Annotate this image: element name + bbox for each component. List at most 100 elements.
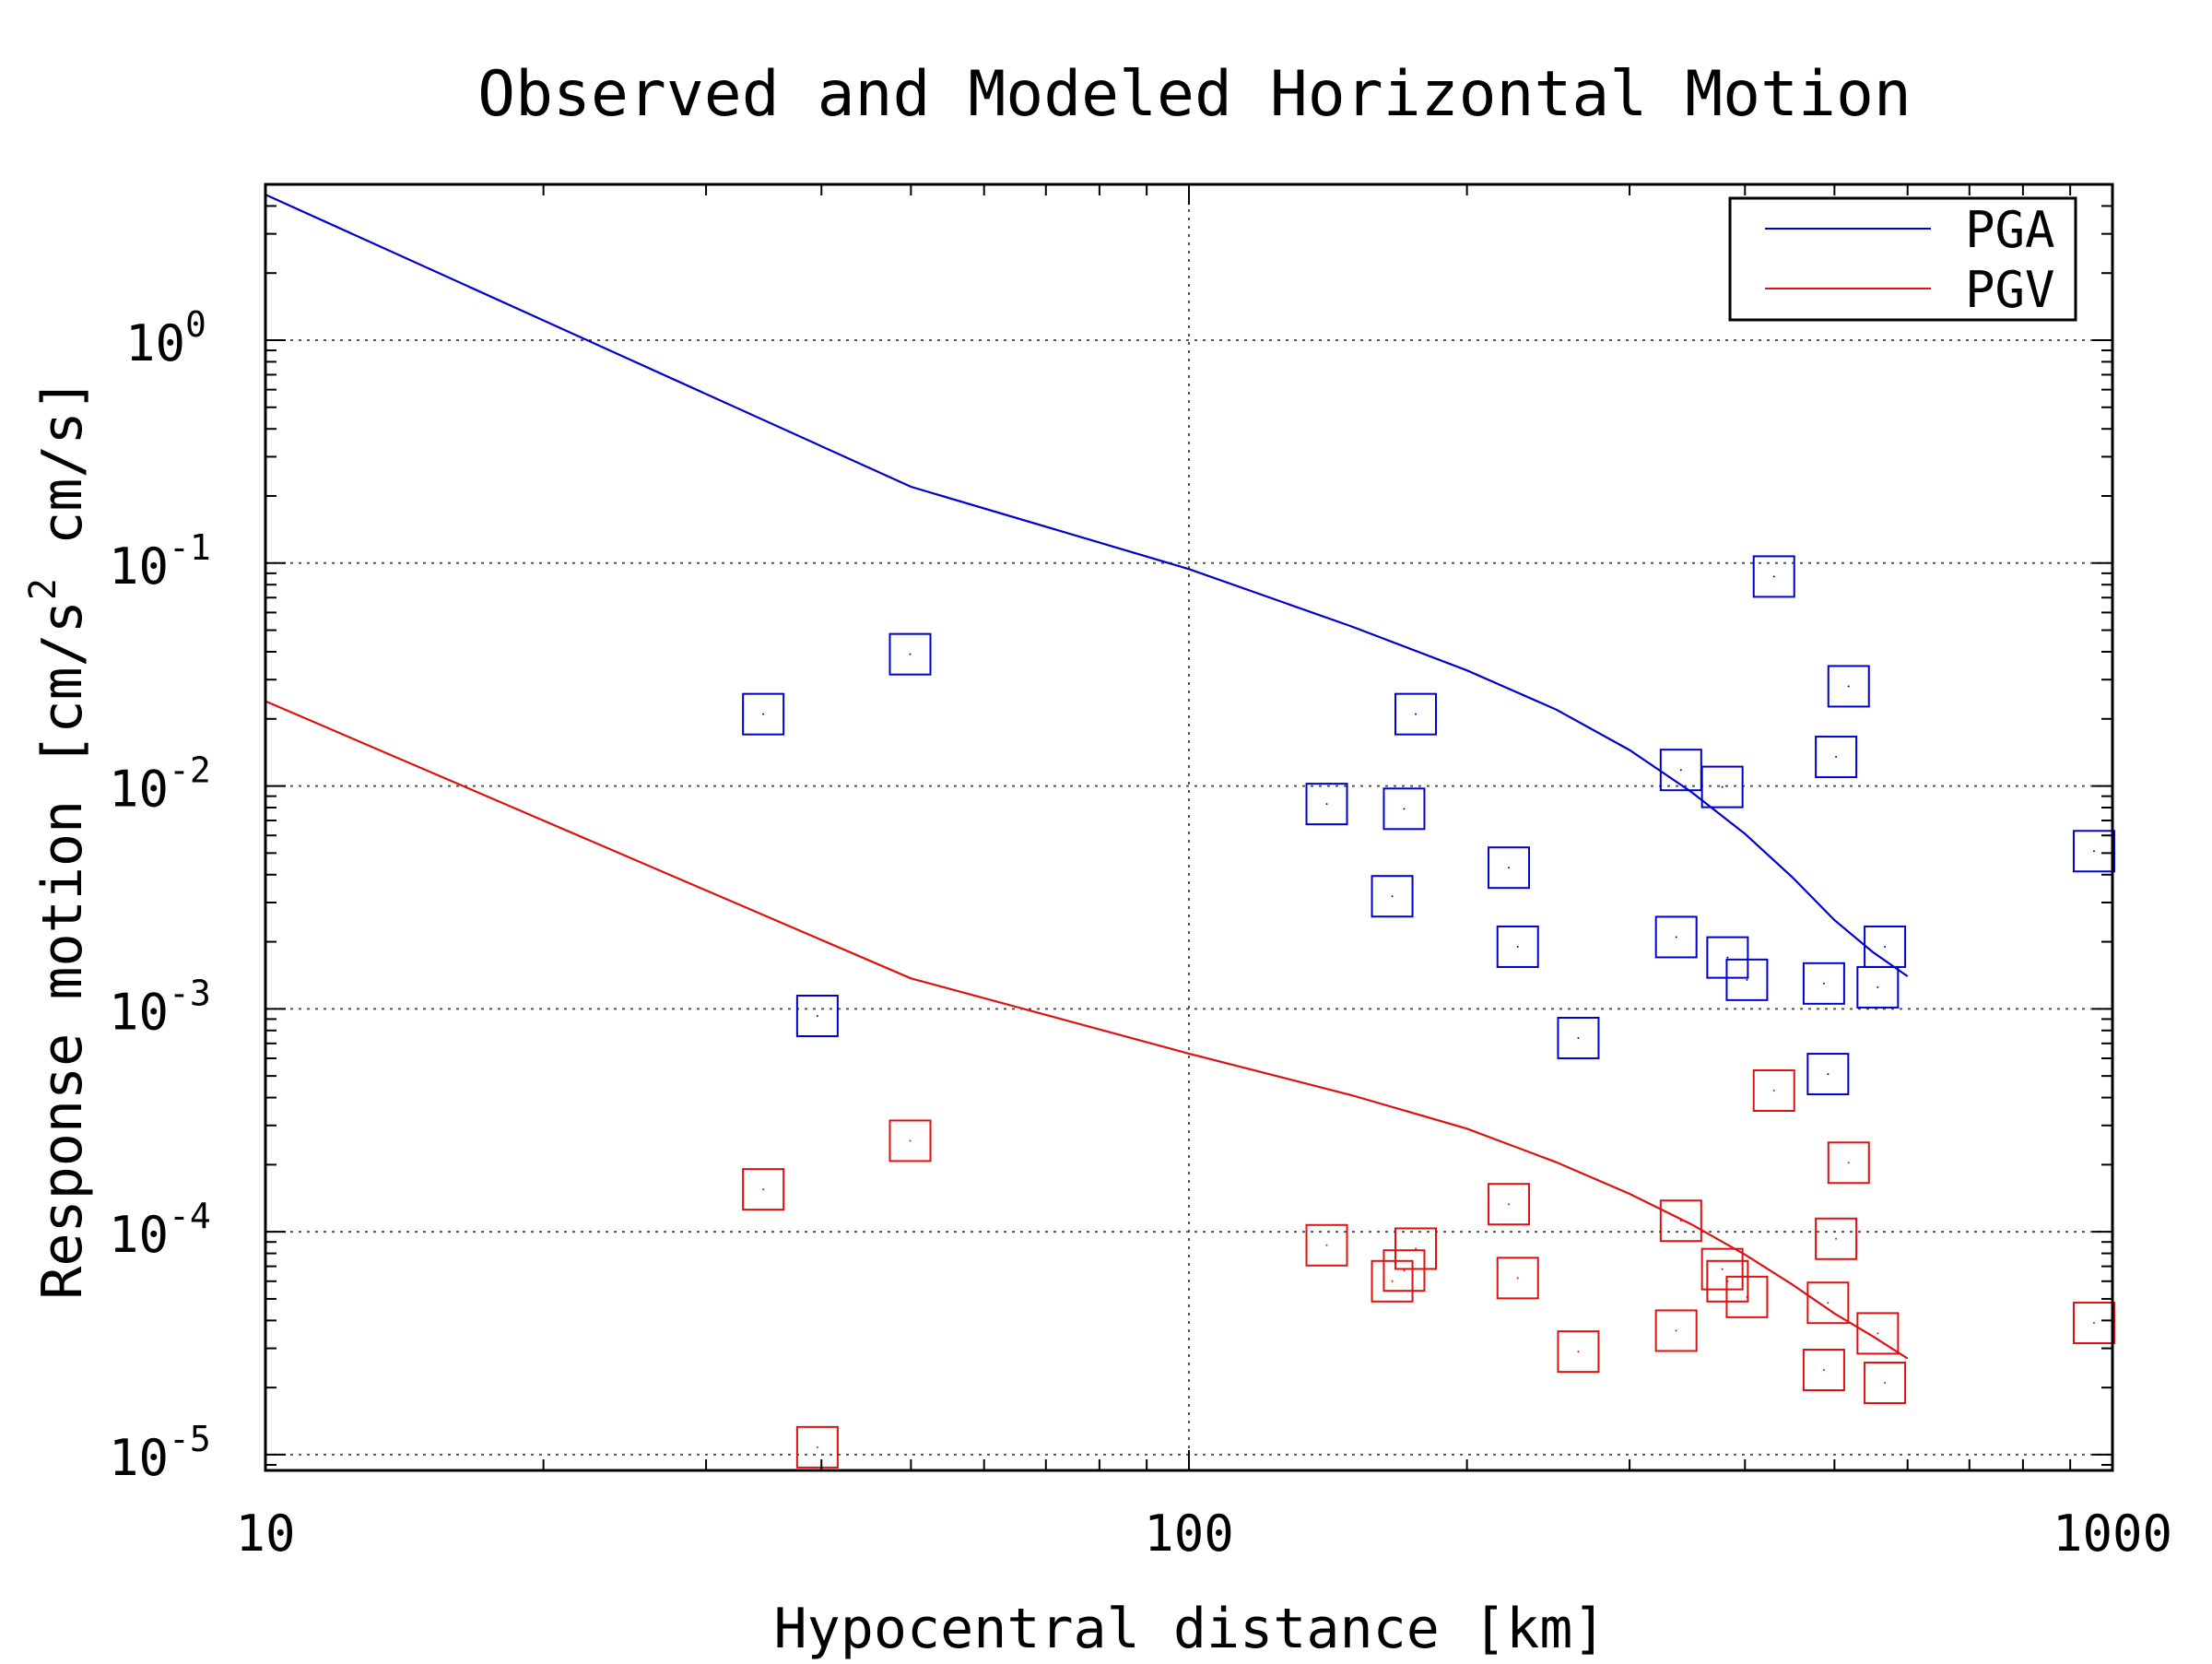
legend: PGA PGV [1728,196,2077,322]
y-axis-title-main: Response motion [cm/s [30,600,95,1300]
y-tick-label-0: 100 [125,304,206,372]
pga-point-3 [1305,783,1348,826]
pga-point-center-22 [2092,850,2095,853]
y-axis-title: Response motion [cm/s2 cm/s] [22,378,95,1299]
pga-point-center-19 [1847,685,1850,688]
pgv-point-9 [1557,1330,1600,1374]
pga-point-center-1 [816,1014,818,1017]
pgv-point-center-15 [1772,1089,1775,1092]
pga-point-center-5 [1403,808,1406,810]
pga-point-22 [2072,830,2115,873]
pgv-point-7 [1488,1183,1531,1226]
pga-point-center-15 [1772,575,1775,578]
pgv-point-center-12 [1721,1268,1724,1270]
pga-point-center-12 [1721,785,1724,788]
pgv-point-center-11 [1679,1220,1682,1222]
pgv-point-18 [1815,1217,1858,1260]
pga-point-4 [1371,875,1414,918]
y-tick-label-2: 10-2 [109,750,211,819]
pgv-point-center-4 [1391,1280,1394,1282]
pga-point-center-4 [1391,895,1394,898]
y-tick-label-5: 10-5 [109,1419,211,1487]
pgv-point-14 [1725,1275,1769,1318]
pga-point-center-17 [1827,1073,1830,1076]
pga-point-10 [1654,915,1698,959]
pgv-point-center-20 [1877,1332,1879,1335]
pgv-point-center-21 [1884,1382,1887,1385]
pga-point-0 [742,692,785,736]
pgv-point-20 [1856,1312,1900,1355]
pga-point-center-10 [1675,936,1677,938]
pgv-point-center-10 [1675,1329,1677,1332]
pga-point-17 [1806,1053,1850,1096]
pgv-point-8 [1496,1257,1539,1300]
y-tick-label-3: 10-3 [109,973,211,1041]
pga-point-center-3 [1325,803,1328,806]
pga-point-6 [1394,692,1438,736]
pgv-point-0 [742,1168,785,1211]
pgv-point-4 [1371,1259,1414,1303]
pga-point-7 [1488,846,1531,890]
pga-point-center-14 [1746,978,1748,981]
pga-point-center-16 [1822,982,1825,985]
x-axis-title: Hypocentral distance [km] [773,1597,1606,1659]
pga-point-center-18 [1835,756,1838,759]
pga-point-5 [1382,787,1426,831]
pgv-point-16 [1802,1349,1845,1392]
pgv-point-center-7 [1508,1203,1511,1206]
pgv-point-center-22 [2092,1322,2095,1325]
x-tick-label-2: 1000 [2053,1505,2172,1563]
pgv-point-19 [1827,1141,1870,1185]
pgv-point-center-0 [762,1188,765,1191]
pgv-point-22 [2072,1302,2115,1345]
pgv-point-center-14 [1746,1295,1748,1298]
pgv-point-3 [1305,1223,1348,1267]
pgv-point-21 [1864,1362,1907,1405]
pga-point-center-6 [1415,713,1418,715]
pgv-point-15 [1752,1068,1795,1112]
pgv-point-center-16 [1822,1369,1825,1372]
pgv-point-10 [1654,1309,1698,1352]
pgv-point-center-1 [816,1446,818,1448]
pgv-point-center-3 [1325,1244,1328,1246]
pga-point-center-21 [1884,945,1887,948]
pgv-point-center-8 [1516,1277,1519,1280]
pgv-point-center-9 [1577,1351,1580,1353]
pga-point-center-0 [762,713,765,715]
pgv-point-12 [1700,1247,1744,1291]
pga-point-center-20 [1877,985,1879,988]
pgv-point-17 [1806,1281,1850,1325]
pga-point-12 [1700,765,1744,808]
pgv-point-center-2 [909,1139,912,1142]
pga-point-1 [795,994,839,1037]
pga-point-2 [888,632,932,676]
pga-point-center-9 [1577,1036,1580,1039]
pgv-point-11 [1659,1199,1702,1243]
model-line-pga [265,194,1909,977]
pga-point-14 [1725,958,1769,1001]
legend-box [1728,196,2077,322]
pgv-point-6 [1394,1227,1438,1270]
pga-point-16 [1802,962,1845,1005]
pga-point-19 [1827,665,1870,708]
y-axis-title-sup: 2 [22,578,65,600]
pga-point-center-7 [1508,867,1511,869]
legend-label-pgv: PGV [1965,261,2055,319]
pga-point-21 [1864,925,1907,968]
pgv-point-2 [888,1119,932,1162]
pgv-point-center-5 [1403,1269,1406,1272]
pgv-point-center-18 [1835,1237,1838,1240]
y-tick-label-1: 10-1 [109,527,211,596]
y-tick-label-4: 10-4 [109,1196,211,1264]
axes: 10 100 1000 100 10-1 10-2 10-3 10-4 10-5 [109,183,2172,1563]
pga-point-center-11 [1679,769,1682,772]
y-axis-title-tail: cm/s] [30,378,95,578]
pga-point-15 [1752,555,1795,598]
legend-label-pga: PGA [1965,201,2055,259]
pga-point-center-13 [1726,956,1729,959]
pga-point-center-8 [1516,945,1519,948]
pgv-point-center-6 [1415,1247,1418,1250]
pgv-point-center-19 [1847,1162,1850,1164]
